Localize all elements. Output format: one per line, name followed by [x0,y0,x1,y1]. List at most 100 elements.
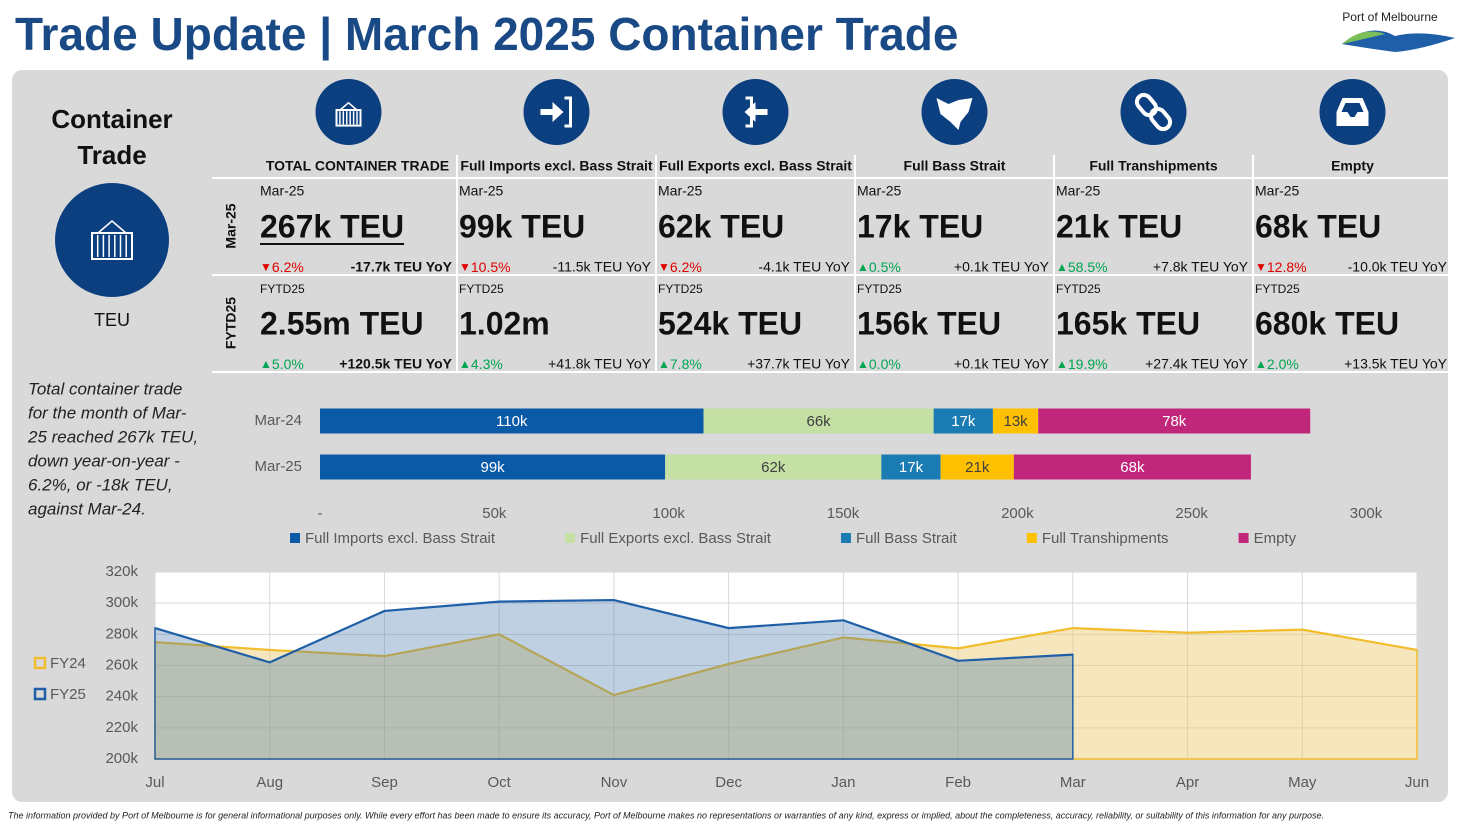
y-tick-label: 320k [105,563,138,580]
kpi-arrow: ▲ [459,357,471,371]
kpi-arrow: ▲ [260,357,272,371]
kpi-change: ▼6.2% [260,259,304,275]
x-tick-label: Sep [371,774,398,791]
bar-segment [320,454,666,480]
legend-label: Full Imports excl. Bass Strait [305,530,496,547]
legend-swatch [290,533,300,543]
x-tick-label: Jul [145,774,164,791]
kpi-yoy: +0.1k TEU YoY [954,259,1050,275]
legend-label: Empty [1254,530,1297,547]
x-tick-label: Oct [488,774,512,791]
legend-label: Full Bass Strait [856,530,958,547]
x-tick-label: 150k [827,505,860,522]
kpi-yoy: -10.0k TEU YoY [1348,259,1448,275]
kpi-change-value: 0.5% [869,259,901,275]
kpi-value: 17k TEU [857,208,983,244]
y-tick-label: 260k [105,656,138,673]
kpi-arrow: ▼ [1255,260,1267,274]
bar-segment [703,408,934,434]
icon-shape [1336,98,1369,126]
side-icon-bg [55,183,169,297]
icon-shape [335,109,362,127]
kpi-period: Mar-25 [459,183,504,199]
bar-label: 66k [806,413,831,430]
kpi-value: 165k TEU [1056,305,1200,341]
series-line [154,598,1073,664]
x-tick-label: Feb [945,774,971,791]
kpi-period: Mar-25 [658,183,703,199]
page-title: Trade Update | March 2025 Container Trad… [15,8,958,60]
side-title: Trade [77,140,146,170]
legend-swatch [33,656,47,670]
x-tick-label: Mar [1060,774,1086,791]
kpi-period: FYTD25 [260,282,305,296]
bar-segment [940,454,1014,480]
kpi-arrow: ▼ [260,260,272,274]
kpi-yoy: +120.5k TEU YoY [339,356,452,372]
legend-label: FY25 [50,686,86,703]
kpi-change-value: 12.8% [1267,259,1307,275]
bar-label: 62k [761,459,786,476]
x-tick-label: 300k [1350,505,1383,522]
legend-label: FY24 [50,655,86,672]
kpi-change-value: 6.2% [670,259,702,275]
y-tick-label: 280k [105,625,138,642]
kpi-change: ▲19.9% [1056,356,1108,372]
kpi-arrow: ▼ [459,260,471,274]
x-tick-label: 250k [1175,505,1208,522]
x-tick-label: Dec [715,774,742,791]
kpi-header: Full Exports excl. Bass Strait [659,158,852,174]
kpi-change-value: 2.0% [1267,356,1299,372]
description: for the month of Mar- [28,403,187,422]
kpi-value: 524k TEU [658,305,802,341]
kpi-arrow: ▲ [658,357,670,371]
description: Total container trade [28,379,182,398]
kpi-arrow: ▲ [1255,357,1267,371]
kpi-period: FYTD25 [459,282,504,296]
row-label: FYTD25 [223,297,239,349]
bar-segment [320,408,704,434]
description: 6.2%, or -18k TEU, [28,475,173,494]
kpi-change: ▲4.3% [459,356,503,372]
legend-swatch [1026,533,1037,543]
kpi-yoy: +13.5k TEU YoY [1344,356,1448,372]
kpi-change: ▲58.5% [1056,259,1108,275]
kpi-value: 68k TEU [1255,208,1381,244]
icon-shape [540,102,564,122]
kpi-change: ▼12.8% [1255,259,1307,275]
kpi-change: ▼10.5% [459,259,511,275]
kpi-change: ▲7.8% [658,356,702,372]
kpi-value: 1.02m [459,305,550,341]
bar-segment [1038,408,1311,434]
x-tick-label: May [1288,774,1317,791]
kpi-yoy: +41.8k TEU YoY [548,356,652,372]
kpi-value: 21k TEU [1056,208,1182,244]
kpi-icon [1319,79,1386,145]
description: 25 reached 267k TEU, [27,427,198,446]
series-line [154,626,1418,697]
side-unit: TEU [94,310,130,330]
kpi-period: Mar-25 [1255,183,1300,199]
kpi-yoy: -11.5k TEU YoY [553,259,652,275]
kpi-icon [315,79,382,145]
legend-swatch [565,533,576,543]
kpi-yoy: +27.4k TEU YoY [1145,356,1249,372]
side-title: Container [51,104,172,134]
bar-label: 78k [1162,413,1187,430]
kpi-arrow: ▲ [1056,357,1068,371]
kpi-change-value: 10.5% [471,259,511,275]
legend-label: Full Transhipments [1042,530,1169,547]
row-label: Mar-25 [223,203,239,248]
x-tick-label: Apr [1176,774,1199,791]
kpi-change-value: 58.5% [1068,259,1108,275]
kpi-period: FYTD25 [857,282,902,296]
kpi-change: ▲0.5% [857,259,901,275]
y-tick-label: 300k [105,594,138,611]
kpi-yoy: +0.1k TEU YoY [954,356,1050,372]
x-tick-label: - [318,505,323,522]
icon-shape [936,98,973,130]
x-tick-label: Jan [831,774,855,791]
icon-shape [91,232,133,260]
kpi-period: FYTD25 [658,282,703,296]
